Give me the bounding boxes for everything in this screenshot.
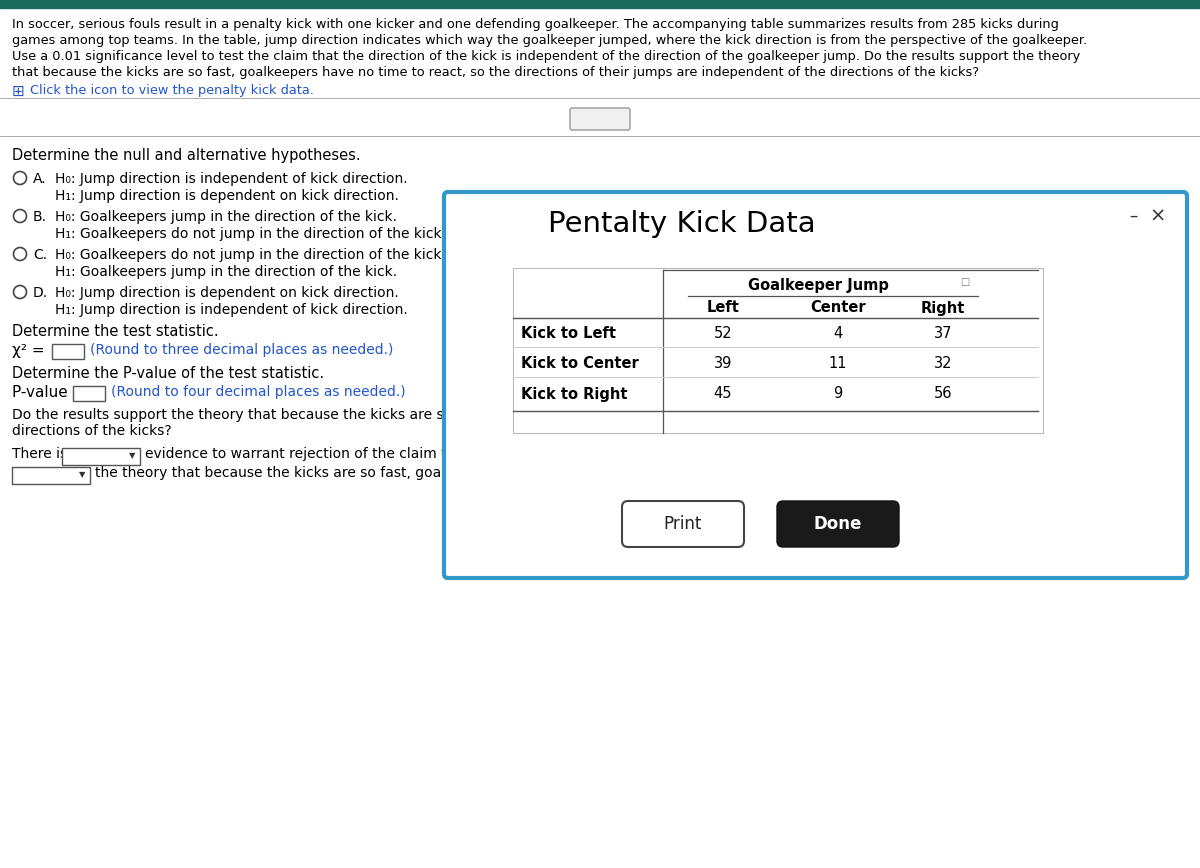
Text: Done: Done xyxy=(814,515,862,533)
Text: Do the results support the theory that because the kicks are so fast, goalkeeper: Do the results support the theory that b… xyxy=(12,408,1120,422)
Bar xyxy=(0,0,1200,8)
Circle shape xyxy=(13,209,26,222)
Text: Use a 0.01 significance level to test the claim that the direction of the kick i: Use a 0.01 significance level to test th… xyxy=(12,50,1080,63)
Text: H₁: Goalkeepers jump in the direction of the kick.: H₁: Goalkeepers jump in the direction of… xyxy=(55,265,397,279)
FancyBboxPatch shape xyxy=(444,192,1187,578)
Text: H₀: Goalkeepers do not jump in the direction of the kick.: H₀: Goalkeepers do not jump in the direc… xyxy=(55,248,446,262)
Text: Click the icon to view the penalty kick data.: Click the icon to view the penalty kick … xyxy=(30,84,314,97)
Text: 56: 56 xyxy=(934,386,953,402)
Text: Kick to Left: Kick to Left xyxy=(521,326,616,341)
Text: Right: Right xyxy=(920,300,965,315)
Text: Goalkeeper Jump: Goalkeeper Jump xyxy=(748,278,888,293)
Text: χ² =: χ² = xyxy=(12,343,44,358)
Circle shape xyxy=(13,286,26,299)
Text: Pentalty Kick Data: Pentalty Kick Data xyxy=(548,210,816,238)
Text: Determine the test statistic.: Determine the test statistic. xyxy=(12,324,218,339)
Text: 11: 11 xyxy=(829,357,847,372)
Text: D.: D. xyxy=(34,286,48,300)
Text: Left: Left xyxy=(707,300,739,315)
Text: 4: 4 xyxy=(833,326,842,341)
Text: (Round to three decimal places as needed.): (Round to three decimal places as needed… xyxy=(90,343,394,357)
Circle shape xyxy=(13,247,26,260)
Text: ⊞: ⊞ xyxy=(12,84,25,99)
Bar xyxy=(62,448,140,465)
Text: A.: A. xyxy=(34,172,47,186)
Text: ×: × xyxy=(1150,207,1166,226)
Text: H₁: Jump direction is dependent on kick direction.: H₁: Jump direction is dependent on kick … xyxy=(55,189,398,203)
Text: H₁: Jump direction is independent of kick direction.: H₁: Jump direction is independent of kic… xyxy=(55,303,408,317)
Text: 37: 37 xyxy=(934,326,953,341)
Text: Kick to Right: Kick to Right xyxy=(521,386,628,402)
Bar xyxy=(514,268,1043,433)
Text: ▼: ▼ xyxy=(128,451,136,461)
Text: H₀: Jump direction is dependent on kick direction.: H₀: Jump direction is dependent on kick … xyxy=(55,286,398,300)
FancyBboxPatch shape xyxy=(778,501,899,547)
Text: Center: Center xyxy=(810,300,866,315)
Text: H₁: Goalkeepers do not jump in the direction of the kick.: H₁: Goalkeepers do not jump in the direc… xyxy=(55,227,446,241)
Text: ...: ... xyxy=(594,113,606,126)
Text: games among top teams. In the table, jump direction indicates which way the goal: games among top teams. In the table, jum… xyxy=(12,34,1087,47)
Text: 32: 32 xyxy=(934,357,953,372)
Text: ▼: ▼ xyxy=(79,470,85,479)
Text: 45: 45 xyxy=(714,386,732,402)
Text: directions of the kicks?: directions of the kicks? xyxy=(12,424,172,438)
Text: In soccer, serious fouls result in a penalty kick with one kicker and one defend: In soccer, serious fouls result in a pen… xyxy=(12,18,1058,31)
Text: P-value =: P-value = xyxy=(12,385,85,400)
Text: 52: 52 xyxy=(714,326,732,341)
Text: □: □ xyxy=(960,277,970,287)
Text: Determine the null and alternative hypotheses.: Determine the null and alternative hypot… xyxy=(12,148,361,163)
Text: (Round to four decimal places as needed.): (Round to four decimal places as needed.… xyxy=(112,385,406,399)
Circle shape xyxy=(13,172,26,185)
FancyBboxPatch shape xyxy=(622,501,744,547)
Text: B.: B. xyxy=(34,210,47,224)
Text: H₀: Goalkeepers jump in the direction of the kick.: H₀: Goalkeepers jump in the direction of… xyxy=(55,210,397,224)
Text: Determine the P-value of the test statistic.: Determine the P-value of the test statis… xyxy=(12,366,324,381)
Bar xyxy=(52,344,84,359)
Text: –: – xyxy=(1129,207,1138,225)
Bar xyxy=(73,386,106,401)
Bar xyxy=(12,467,90,484)
Text: There is: There is xyxy=(12,447,67,461)
Text: the theory that because the kicks are so fast, goalkeepers have no time to react: the theory that because the kicks are so… xyxy=(95,466,659,480)
Text: 39: 39 xyxy=(714,357,732,372)
Text: Kick to Center: Kick to Center xyxy=(521,357,638,372)
Text: H₀: Jump direction is independent of kick direction.: H₀: Jump direction is independent of kic… xyxy=(55,172,408,186)
FancyBboxPatch shape xyxy=(570,108,630,130)
Text: evidence to warrant rejection of the claim that the direction of the kick is ind: evidence to warrant rejection of the cla… xyxy=(145,447,1109,461)
Text: C.: C. xyxy=(34,248,47,262)
Text: that because the kicks are so fast, goalkeepers have no time to react, so the di: that because the kicks are so fast, goal… xyxy=(12,66,979,79)
Text: Print: Print xyxy=(664,515,702,533)
Text: 9: 9 xyxy=(833,386,842,402)
